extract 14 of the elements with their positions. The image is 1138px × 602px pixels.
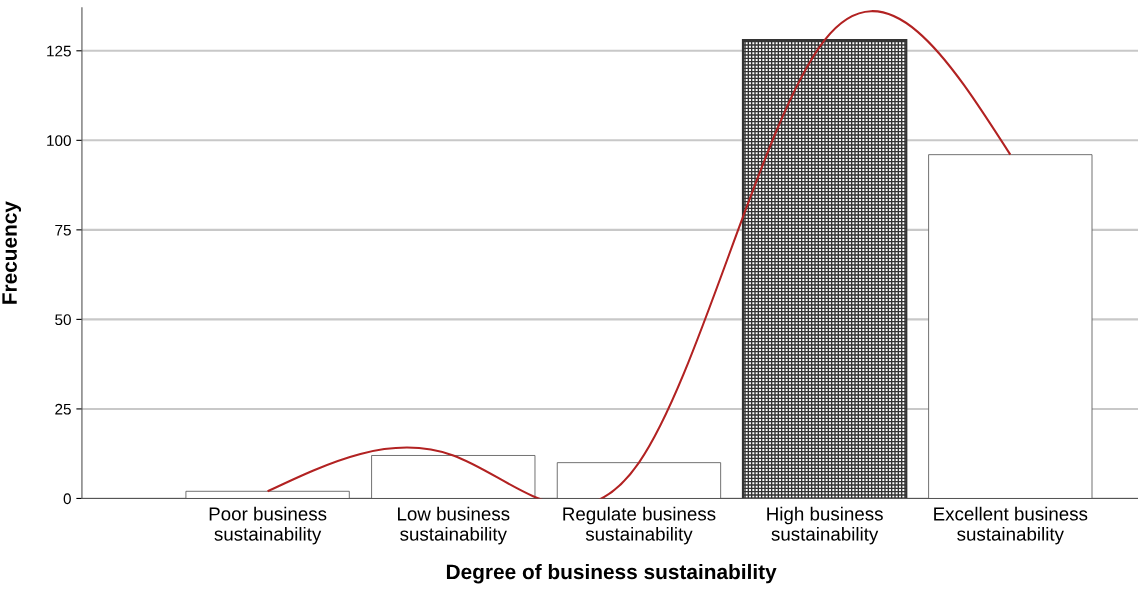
x-tick-label: Excellent business sustainability bbox=[934, 506, 1088, 545]
y-tick-label: 0 bbox=[63, 493, 71, 505]
y-tick-label: 125 bbox=[47, 45, 71, 57]
y-tick-label: 75 bbox=[55, 224, 71, 236]
y-tick-label: 25 bbox=[55, 403, 71, 415]
y-tick-label: 100 bbox=[47, 135, 71, 147]
x-tick-label: Poor business sustainability bbox=[209, 506, 327, 545]
y-axis-title: Frecuency bbox=[2, 201, 22, 304]
x-tick-label: Regulate business sustainability bbox=[563, 506, 716, 545]
y-tick-label: 50 bbox=[55, 314, 71, 326]
x-axis-title: Degree of business sustainability bbox=[446, 563, 777, 584]
x-tick-label: High business sustainability bbox=[767, 506, 883, 545]
x-tick-label: Low business sustainability bbox=[398, 506, 510, 545]
bar bbox=[741, 39, 908, 499]
